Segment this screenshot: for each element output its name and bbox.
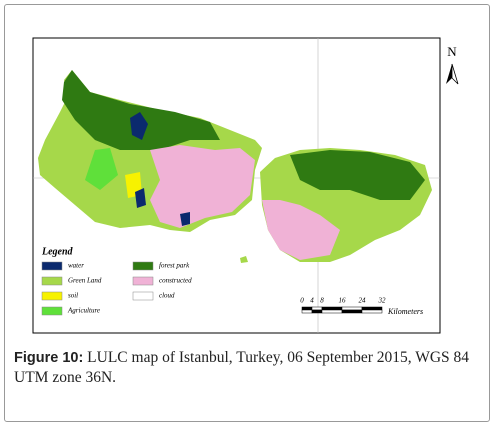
caption-text: LULC map of Istanbul, Turkey, 06 Septemb…	[14, 349, 470, 386]
legend-label: forest park	[159, 262, 190, 270]
agriculture	[85, 148, 118, 190]
scale-tick-label: 24	[359, 297, 367, 305]
water	[180, 212, 190, 226]
scale-tick-label: 4	[310, 297, 314, 305]
scale-unit: Kilometers	[387, 307, 423, 316]
forest	[290, 150, 425, 200]
legend-label: soil	[68, 292, 78, 300]
scale-segment	[321, 306, 343, 311]
scale-tick-label: 32	[378, 297, 387, 305]
caption: Figure 10: LULC map of Istanbul, Turkey,…	[14, 348, 484, 388]
legend-swatch	[132, 291, 154, 301]
island	[240, 256, 248, 263]
urban	[150, 145, 255, 228]
legend-label: Green Land	[68, 277, 102, 285]
scale-segment	[311, 306, 323, 311]
scale-tick-label: 0	[300, 297, 304, 305]
scale-segment	[341, 306, 363, 311]
legend-label: Agriculture	[67, 307, 100, 315]
scale-segment	[301, 306, 313, 311]
water	[135, 188, 146, 208]
legend-swatch	[41, 306, 63, 316]
scale-segment	[341, 309, 363, 314]
legend-swatch	[41, 276, 63, 286]
legend-swatch	[132, 261, 154, 271]
legend-swatch	[41, 261, 63, 271]
scale-tick-label: 16	[339, 297, 347, 305]
scale-segment	[361, 306, 383, 311]
legend-label: constructed	[159, 277, 192, 285]
legend-swatch	[41, 291, 63, 301]
scale-segment	[321, 309, 343, 314]
legend-swatch	[132, 276, 154, 286]
legend-label: water	[68, 262, 84, 270]
figure-frame	[4, 4, 490, 422]
north-arrow	[446, 63, 459, 85]
scale-tick-label: 8	[320, 297, 324, 305]
forest	[62, 70, 220, 150]
legend-label: cloud	[159, 292, 175, 300]
north-label: N	[447, 44, 457, 59]
scale-segment	[301, 309, 313, 314]
scale-segment	[311, 309, 323, 314]
water	[130, 112, 148, 140]
scale-segment	[361, 309, 383, 314]
urban	[262, 200, 340, 260]
caption-label: Figure 10:	[14, 350, 84, 366]
map: N Legend Kilometers water forest park Gree…	[32, 37, 459, 334]
legend-title: Legend	[41, 246, 74, 257]
